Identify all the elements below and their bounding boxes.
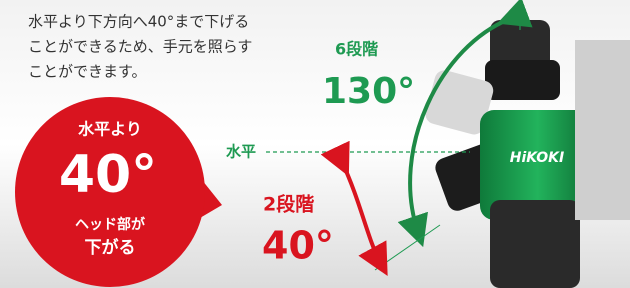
description-line: ことができるため、手元を照らす: [28, 38, 252, 56]
badge-value: 40°: [59, 145, 157, 205]
lower-angle: 40°: [262, 224, 334, 268]
badge-bottom: 下がる: [85, 237, 136, 258]
horizontal-label: 水平: [226, 143, 256, 161]
lower-steps: 2段階: [263, 193, 314, 216]
description-line: ことができます。: [28, 63, 147, 81]
description-line: 水平より下方向へ40°まで下げる: [28, 13, 249, 31]
badge-top: 水平より: [78, 120, 142, 139]
badge-bottom: ヘッド部が: [75, 216, 146, 233]
upper-angle: 130°: [322, 71, 415, 112]
upper-steps: 6段階: [335, 40, 378, 59]
logo: HiKOKI: [510, 150, 564, 166]
infographic: HiKOKI 水平より下方向へ40°まで下げる ことができるため、手元を照らす …: [0, 0, 630, 288]
